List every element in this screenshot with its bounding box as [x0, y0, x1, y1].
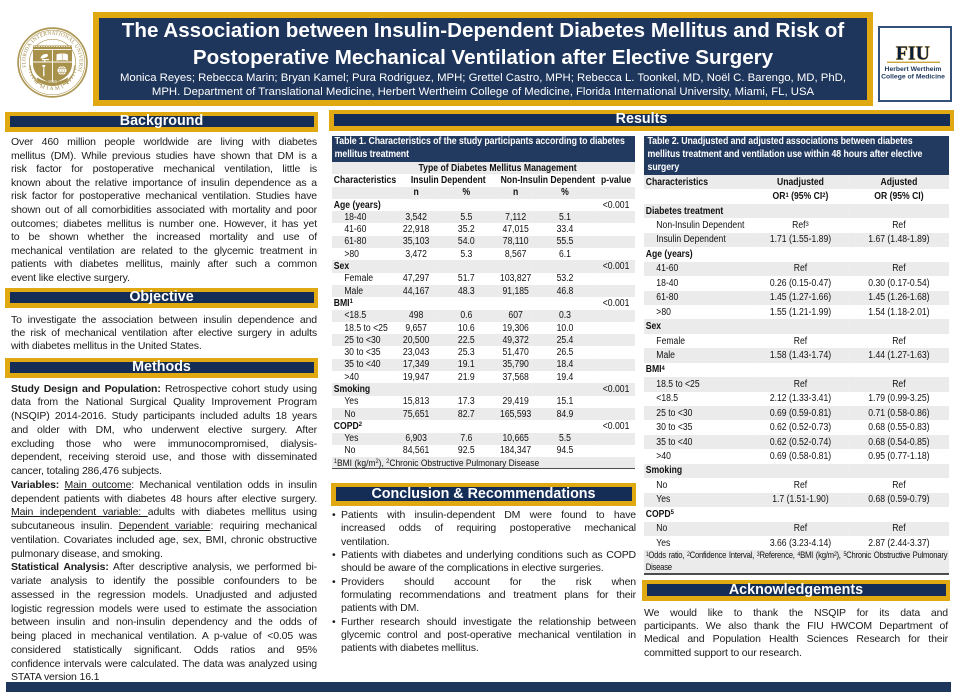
svg-text:1965: 1965: [48, 79, 58, 84]
svg-text:Herbert Wertheim: Herbert Wertheim: [885, 66, 942, 73]
svg-text:FIU: FIU: [896, 44, 930, 65]
svg-text:College of Medicine: College of Medicine: [881, 74, 945, 81]
